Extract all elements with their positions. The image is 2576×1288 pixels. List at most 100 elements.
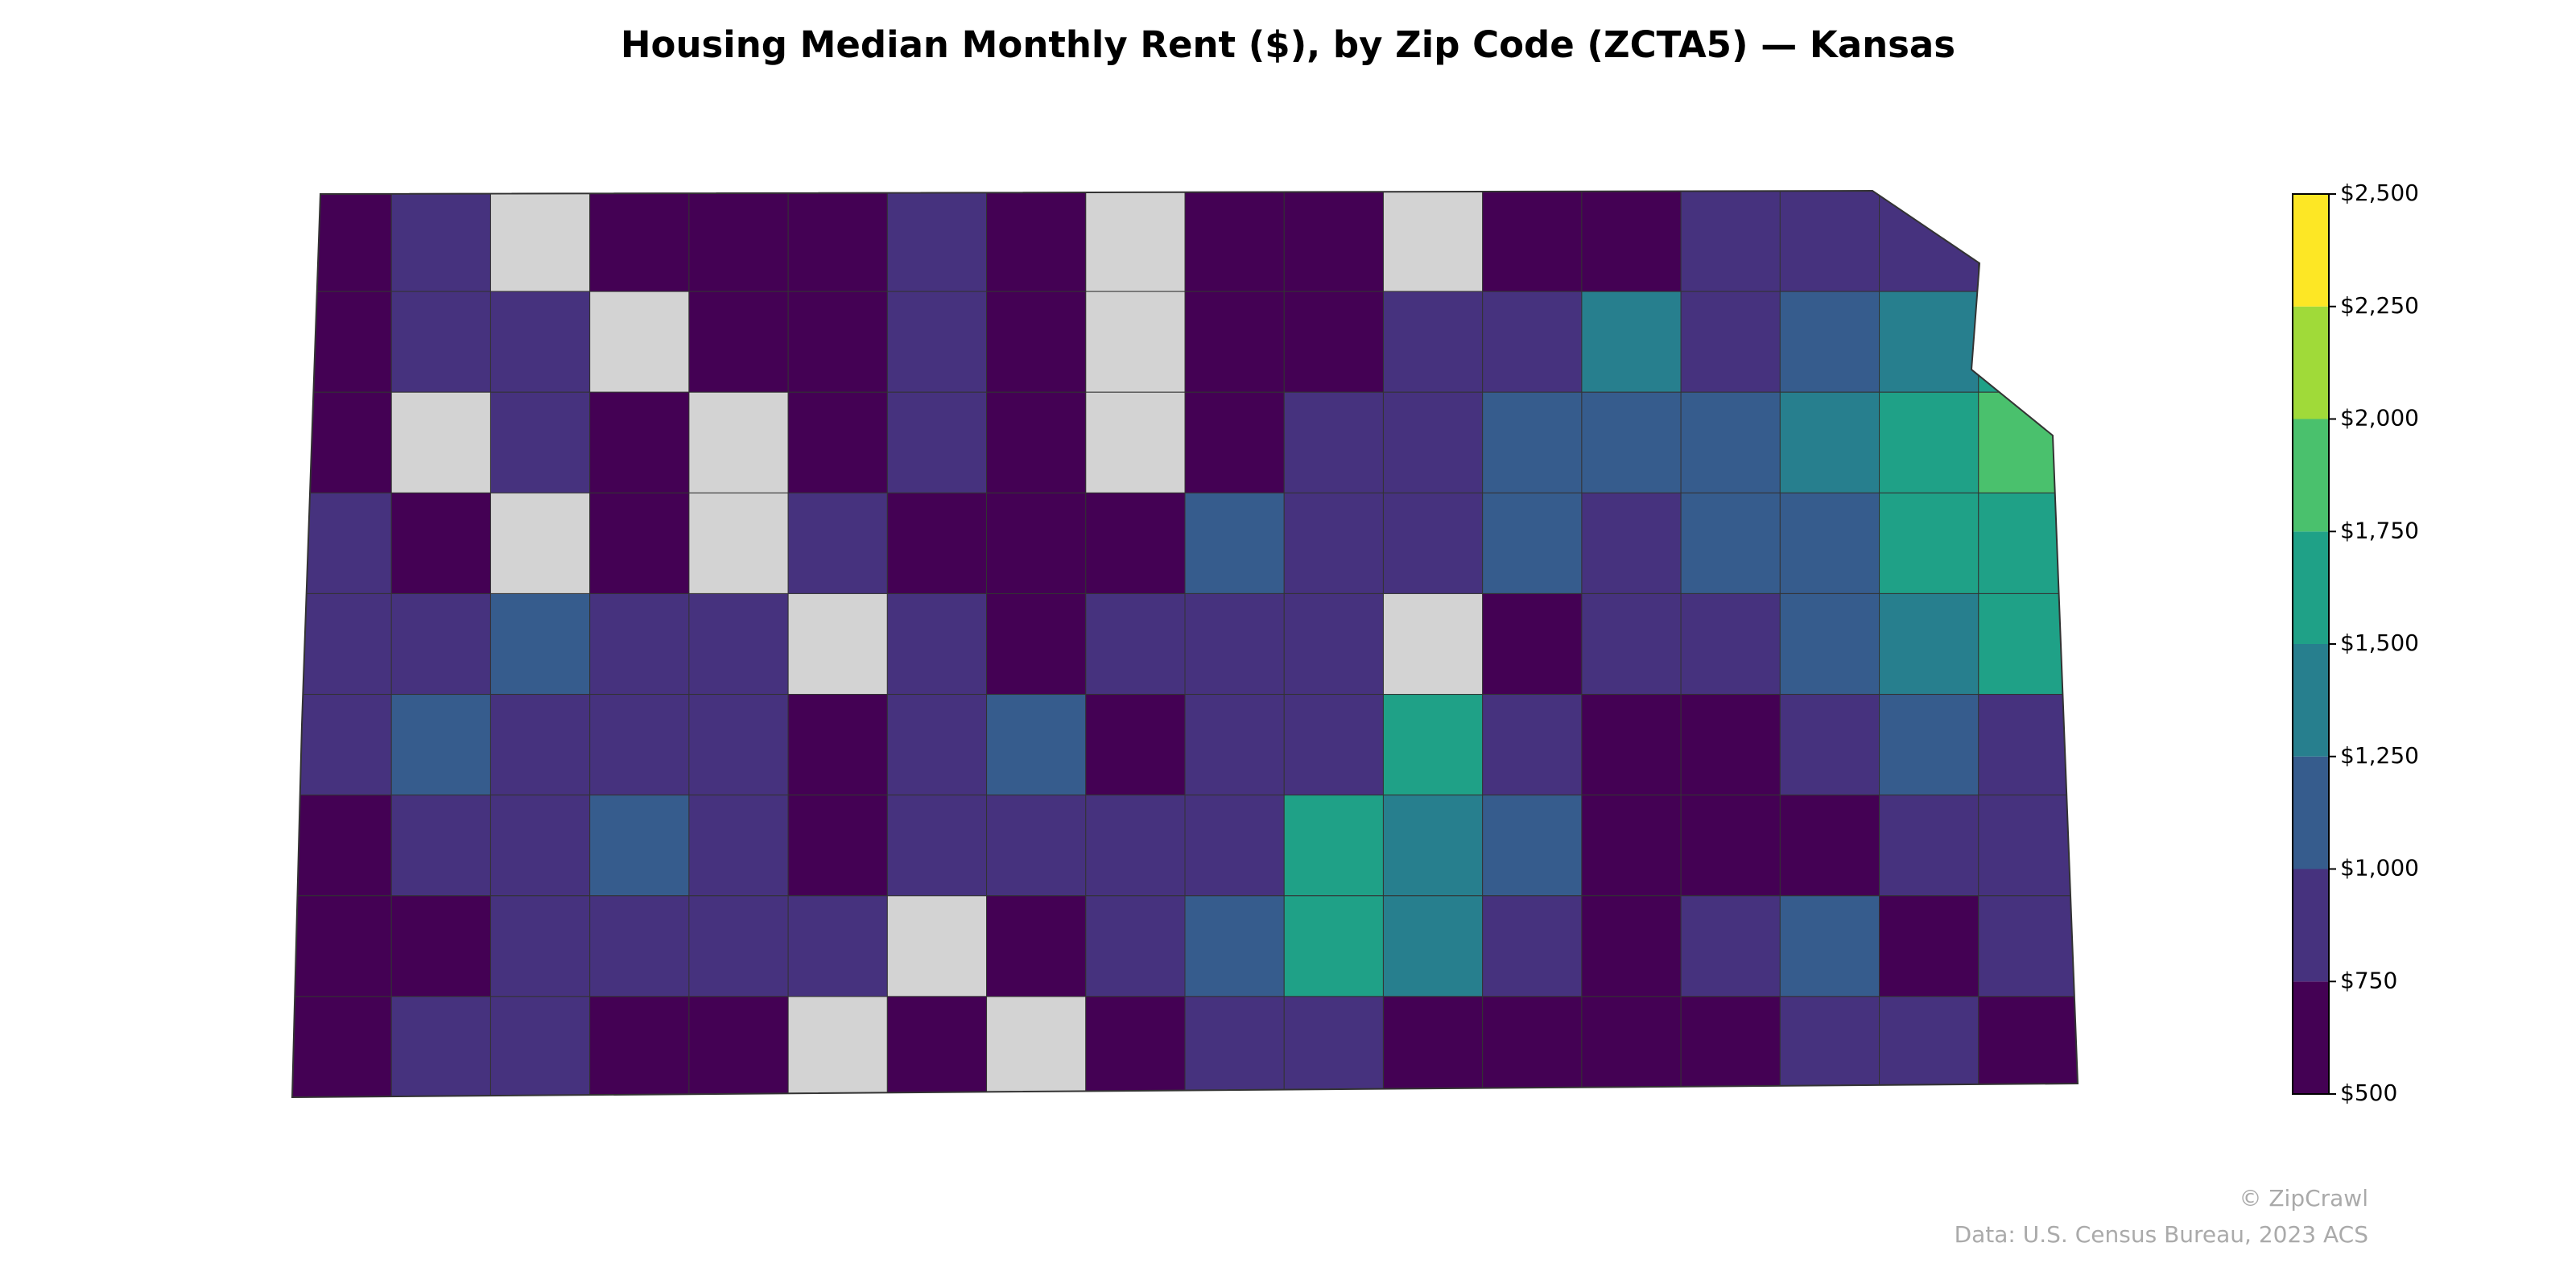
zip-region: [1581, 895, 1682, 997]
zip-region: [688, 291, 789, 393]
zip-region: [1680, 592, 1781, 696]
zip-region: [688, 492, 789, 594]
zip-region: [390, 191, 491, 292]
zip-region: [986, 391, 1087, 493]
colorbar-tick-label: $1,750: [2340, 517, 2419, 543]
zip-region: [1184, 795, 1285, 897]
zip-region: [688, 592, 789, 696]
zip-region: [787, 291, 888, 393]
zip-region: [390, 694, 491, 796]
zip-region: [1382, 694, 1484, 796]
zip-region: [1283, 895, 1384, 997]
colorbar-segment: [2293, 194, 2329, 307]
zip-region: [1085, 492, 1186, 594]
zip-region: [787, 895, 888, 997]
zip-region: [1085, 996, 1186, 1097]
zip-region: [1184, 291, 1285, 393]
zip-region: [390, 996, 491, 1097]
zip-region: [1482, 492, 1583, 594]
zip-region: [1879, 694, 1979, 796]
zip-region: [1779, 592, 1880, 696]
zip-region: [1482, 694, 1583, 796]
zip-region: [292, 795, 392, 897]
zip-region: [1978, 996, 2078, 1097]
zip-region: [1680, 895, 1781, 997]
zip-region: [886, 795, 988, 897]
zip-region: [489, 694, 591, 796]
zip-region: [292, 694, 392, 796]
zip-region: [1779, 996, 1880, 1097]
zip-region: [1184, 492, 1285, 594]
colorbar: $500 $750 $1,000 $1,250 $1,500 $1,750 $2,000 $2…: [2292, 180, 2419, 1106]
zip-region: [1879, 592, 1979, 696]
zip-region: [1680, 492, 1781, 594]
zip-region: [1184, 694, 1285, 796]
zip-region: [1382, 592, 1484, 696]
colorbar-tick-label: $2,250: [2340, 292, 2419, 319]
colorbar-tick-label: $1,250: [2340, 742, 2419, 769]
zip-region: [390, 795, 491, 897]
zip-region: [1283, 592, 1384, 696]
zip-region: [489, 996, 591, 1097]
zip-region: [1283, 492, 1384, 594]
zip-region: [787, 191, 888, 292]
zip-region: [1779, 391, 1880, 493]
zip-region: [886, 492, 988, 594]
zip-region: [390, 895, 491, 997]
zip-region: [390, 492, 491, 594]
zip-region: [1482, 191, 1583, 292]
zip-region: [489, 191, 591, 292]
colorbar-tick-label: $750: [2340, 967, 2397, 993]
zip-region: [787, 996, 888, 1097]
zip-region: [589, 996, 690, 1097]
credit: © ZipCrawl: [2239, 1185, 2368, 1212]
zip-region: [1581, 391, 1682, 493]
zip-region: [1680, 191, 1781, 292]
zip-region: [1482, 895, 1583, 997]
zip-region: [1085, 592, 1186, 696]
zip-region: [1978, 191, 2078, 292]
zip-region: [1581, 291, 1682, 393]
zip-region: [1382, 191, 1484, 292]
zip-region: [886, 895, 988, 997]
zip-region: [292, 291, 392, 393]
zip-region: [390, 391, 491, 493]
zip-region: [1184, 391, 1285, 493]
zip-region: [986, 694, 1087, 796]
zip-region: [688, 895, 789, 997]
colorbar-segment: [2293, 419, 2329, 532]
zip-region: [1978, 895, 2078, 997]
zip-region: [1779, 795, 1880, 897]
zip-region: [1482, 291, 1583, 393]
zip-region: [489, 592, 591, 696]
zip-region: [589, 391, 690, 493]
zip-region: [1581, 191, 1682, 292]
zip-region: [1978, 291, 2078, 393]
zip-region: [1085, 895, 1186, 997]
zip-region: [1283, 795, 1384, 897]
zip-region: [489, 895, 591, 997]
colorbar-tick-label: $2,000: [2340, 405, 2419, 431]
zip-regions: [292, 191, 2078, 1097]
zip-region: [1680, 795, 1781, 897]
zip-region: [589, 492, 690, 594]
zip-region: [292, 191, 392, 292]
zip-region: [390, 291, 491, 393]
zip-region: [787, 391, 888, 493]
zip-region: [292, 391, 392, 493]
map-title: Housing Median Monthly Rent ($), by Zip …: [621, 23, 1955, 66]
zip-region: [1680, 391, 1781, 493]
zip-region: [1382, 996, 1484, 1097]
zip-region: [1879, 291, 1979, 393]
zip-region: [589, 795, 690, 897]
zip-region: [292, 996, 392, 1097]
colorbar-segment: [2293, 981, 2329, 1094]
colorbar-tick-label: $500: [2340, 1080, 2397, 1106]
zip-region: [1085, 191, 1186, 292]
zip-region: [688, 391, 789, 493]
zip-region: [886, 996, 988, 1097]
zip-region: [1184, 895, 1285, 997]
zip-region: [489, 795, 591, 897]
